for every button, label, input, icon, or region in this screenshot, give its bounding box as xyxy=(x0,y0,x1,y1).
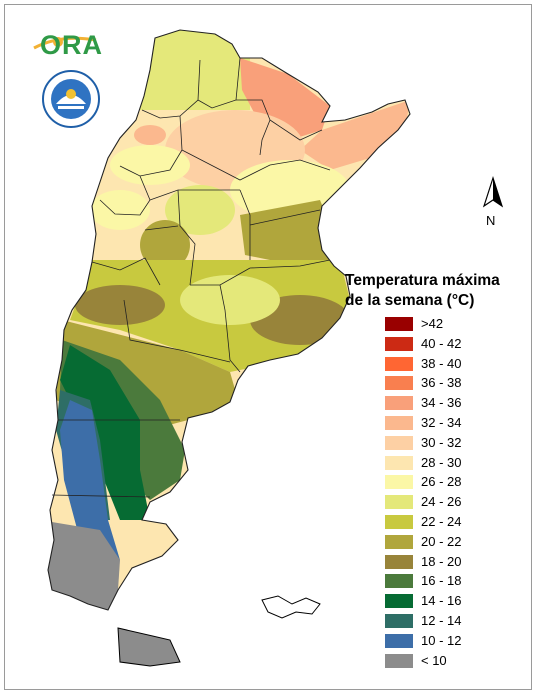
legend-item: 38 - 40 xyxy=(385,355,525,375)
legend-title-line2: de la semana (°C) xyxy=(345,292,475,309)
smn-logo xyxy=(42,70,100,128)
legend-label: 12 - 14 xyxy=(421,613,462,628)
legend-label: 24 - 26 xyxy=(421,494,462,510)
legend-label: 38 - 40 xyxy=(421,355,462,371)
legend-title-line1: Temperatura máxima xyxy=(345,272,500,289)
legend-label: 10 - 12 xyxy=(421,632,462,648)
legend-item: 14 - 16 xyxy=(385,593,525,612)
legend-swatch xyxy=(385,317,413,331)
legend-swatch xyxy=(385,554,413,569)
legend-item: 24 - 26 xyxy=(385,494,525,513)
legend-title: Temperatura máxima de la semana (°C) xyxy=(345,271,525,311)
tierra-del-fuego xyxy=(117,627,181,667)
legend-swatch xyxy=(385,515,413,529)
legend-swatch xyxy=(385,574,413,589)
legend-item: 34 - 36 xyxy=(385,395,525,414)
legend-item: 18 - 20 xyxy=(385,553,525,573)
legend-swatch xyxy=(385,475,413,490)
legend-label: 26 - 28 xyxy=(421,474,462,490)
legend-item: 10 - 12 xyxy=(385,632,525,652)
legend-label: 16 - 18 xyxy=(421,573,462,589)
legend-swatch xyxy=(385,614,413,628)
legend-label: 18 - 20 xyxy=(421,553,462,569)
legend-item: >42 xyxy=(385,316,525,335)
legend-label: 36 - 38 xyxy=(421,375,462,391)
legend-swatch xyxy=(385,455,413,470)
legend-label: 32 - 34 xyxy=(421,415,462,430)
legend-item: 20 - 22 xyxy=(385,533,525,553)
legend-swatch xyxy=(385,435,413,450)
temperature-zones xyxy=(48,30,410,610)
legend-swatch xyxy=(385,633,413,648)
legend-item: 22 - 24 xyxy=(385,514,525,533)
ora-logo xyxy=(33,36,97,50)
legend-swatch xyxy=(385,416,413,430)
legend-swatch xyxy=(385,495,413,510)
legend-item: 28 - 30 xyxy=(385,454,525,474)
legend-label: 34 - 36 xyxy=(421,395,462,411)
legend-swatch xyxy=(385,653,413,668)
legend-swatch xyxy=(385,534,413,549)
legend-item: 36 - 38 xyxy=(385,375,525,394)
legend-item: 26 - 28 xyxy=(385,474,525,493)
north-arrow-icon xyxy=(482,176,504,208)
legend-item: 16 - 18 xyxy=(385,573,525,592)
legend-label: >42 xyxy=(421,316,444,331)
malvinas-islands xyxy=(261,595,321,619)
legend-swatch xyxy=(385,356,413,371)
map-frame xyxy=(4,4,532,690)
legend-label: 20 - 22 xyxy=(421,533,462,549)
legend-swatch xyxy=(385,336,413,351)
province-boundaries xyxy=(47,29,411,611)
legend-item: 40 - 42 xyxy=(385,335,525,355)
legend-swatch xyxy=(385,594,413,609)
legend-label: < 10 xyxy=(421,652,447,668)
legend-item: 30 - 32 xyxy=(385,434,525,454)
legend-item: 32 - 34 xyxy=(385,415,525,434)
legend-item: < 10 xyxy=(385,652,525,672)
north-label: N xyxy=(486,213,496,228)
legend-swatch xyxy=(385,376,413,391)
legend-item: 12 - 14 xyxy=(385,613,525,632)
legend-label: 14 - 16 xyxy=(421,593,462,609)
ora-logo-text: ORA xyxy=(40,30,103,60)
legend-label: 30 - 32 xyxy=(421,434,462,450)
legend-swatch xyxy=(385,396,413,411)
legend-label: 40 - 42 xyxy=(421,335,462,351)
legend-label: 28 - 30 xyxy=(421,454,462,470)
legend-label: 22 - 24 xyxy=(421,514,462,529)
